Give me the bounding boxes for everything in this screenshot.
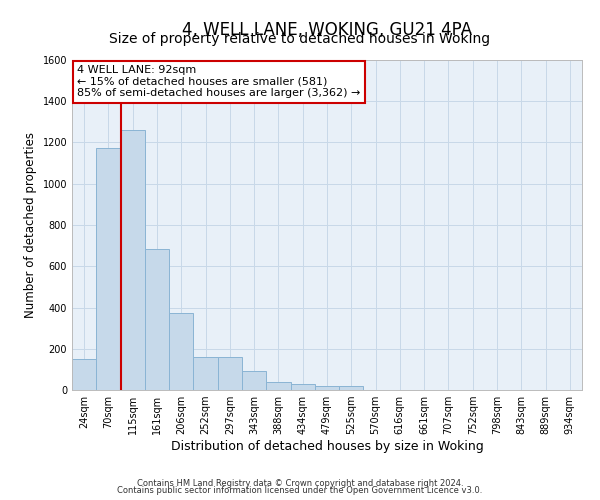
- Bar: [72, 359, 96, 390]
- Text: Contains public sector information licensed under the Open Government Licence v3: Contains public sector information licen…: [118, 486, 482, 495]
- Bar: [145, 248, 169, 390]
- Bar: [169, 312, 193, 390]
- Bar: [339, 386, 364, 390]
- Text: Size of property relative to detached houses in Woking: Size of property relative to detached ho…: [109, 32, 491, 46]
- X-axis label: Distribution of detached houses by size in Woking: Distribution of detached houses by size …: [170, 440, 484, 453]
- Bar: [96, 148, 121, 390]
- Bar: [315, 386, 339, 390]
- Bar: [121, 130, 145, 390]
- Bar: [218, 357, 242, 390]
- Text: 4 WELL LANE: 92sqm
← 15% of detached houses are smaller (581)
85% of semi-detach: 4 WELL LANE: 92sqm ← 15% of detached hou…: [77, 65, 361, 98]
- Bar: [266, 382, 290, 390]
- Bar: [193, 357, 218, 390]
- Bar: [242, 372, 266, 390]
- Title: 4, WELL LANE, WOKING, GU21 4PA: 4, WELL LANE, WOKING, GU21 4PA: [182, 21, 472, 39]
- Y-axis label: Number of detached properties: Number of detached properties: [24, 132, 37, 318]
- Text: Contains HM Land Registry data © Crown copyright and database right 2024.: Contains HM Land Registry data © Crown c…: [137, 478, 463, 488]
- Bar: [290, 384, 315, 390]
